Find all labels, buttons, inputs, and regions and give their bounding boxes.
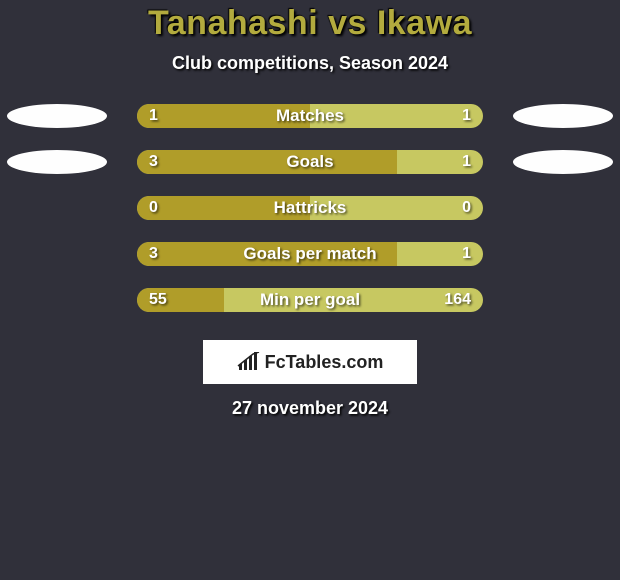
stat-left-value: 0 [149, 199, 158, 217]
stat-row: 0 Hattricks 0 [0, 196, 620, 220]
stat-bar: 3 Goals 1 [137, 150, 483, 174]
stat-label: Min per goal [260, 290, 360, 310]
right-spacer [513, 242, 613, 266]
chart-icon [237, 352, 261, 372]
right-ellipse [513, 150, 613, 174]
stat-bar-fill [137, 150, 397, 174]
page-title: Tanahashi vs Ikawa [0, 4, 620, 43]
stat-left-value: 3 [149, 153, 158, 171]
stat-right-value: 164 [444, 291, 471, 309]
stat-row: 3 Goals 1 [0, 150, 620, 174]
date-text: 27 november 2024 [0, 398, 620, 419]
stat-label: Matches [276, 106, 344, 126]
stat-row: 55 Min per goal 164 [0, 288, 620, 312]
right-spacer [513, 288, 613, 312]
right-spacer [513, 196, 613, 220]
stat-right-value: 0 [462, 199, 471, 217]
stat-label: Goals per match [243, 244, 376, 264]
stat-row: 1 Matches 1 [0, 104, 620, 128]
subtitle: Club competitions, Season 2024 [0, 53, 620, 74]
logo-box: FcTables.com [203, 340, 417, 384]
stats-list: 1 Matches 1 3 Goals 1 0 Hattricks 0 3 Goals per ma… [0, 104, 620, 312]
stat-right-value: 1 [462, 245, 471, 263]
stat-left-value: 3 [149, 245, 158, 263]
left-ellipse [7, 150, 107, 174]
stat-right-value: 1 [462, 107, 471, 125]
stat-bar: 55 Min per goal 164 [137, 288, 483, 312]
left-spacer [7, 196, 107, 220]
stat-label: Hattricks [274, 198, 347, 218]
logo-text: FcTables.com [265, 352, 384, 373]
stat-row: 3 Goals per match 1 [0, 242, 620, 266]
left-spacer [7, 288, 107, 312]
stat-bar: 1 Matches 1 [137, 104, 483, 128]
stat-bar: 0 Hattricks 0 [137, 196, 483, 220]
comparison-infographic: Tanahashi vs Ikawa Club competitions, Se… [0, 0, 620, 419]
right-ellipse [513, 104, 613, 128]
stat-bar: 3 Goals per match 1 [137, 242, 483, 266]
stat-left-value: 1 [149, 107, 158, 125]
left-spacer [7, 242, 107, 266]
stat-right-value: 1 [462, 153, 471, 171]
stat-label: Goals [286, 152, 333, 172]
stat-left-value: 55 [149, 291, 167, 309]
left-ellipse [7, 104, 107, 128]
